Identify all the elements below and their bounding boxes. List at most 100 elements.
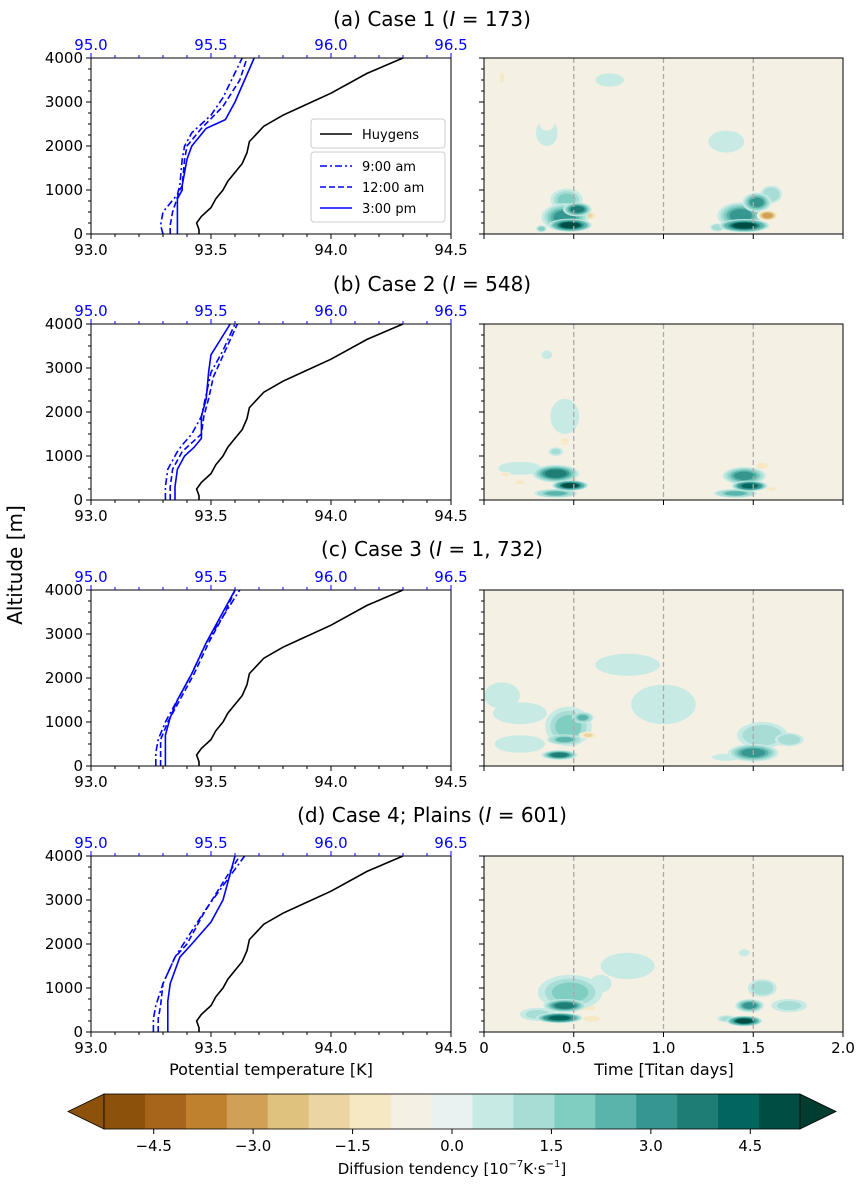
model-profile-line (159, 57, 243, 235)
tendency-contour (756, 462, 769, 469)
y-tick-label: 0 (73, 225, 83, 243)
bottom-x-tick-label: 94.0 (314, 507, 347, 525)
y-tick-label: 1000 (45, 713, 83, 731)
tendency-contour (736, 1018, 752, 1024)
panel-title-suffix: = 173) (455, 7, 530, 31)
tendency-contour (595, 73, 625, 87)
top-x-tick-label: 96.5 (434, 834, 467, 852)
tendency-plot: 0 0.5 1.0 1.5 2.0 (479, 855, 855, 1057)
panel-title: (c) Case 3 (I = 1, 732) (321, 537, 543, 561)
bottom-axis-labels: Potential temperature [K] Time [Titan da… (169, 1060, 734, 1079)
bottom-x-tick-label: 93.5 (194, 507, 227, 525)
y-tick-label: 3000 (45, 359, 83, 377)
top-x-tick-label: 96.5 (434, 36, 467, 54)
tendency-contour (561, 222, 580, 228)
tendency-contours (519, 949, 808, 1027)
tendency-contour (781, 735, 798, 744)
profile-plot-area (91, 590, 451, 766)
top-x-tick-label: 96.5 (434, 568, 467, 586)
bottom-x-tick-label: 94.0 (314, 241, 347, 259)
tendency-contour (505, 463, 535, 473)
top-x-tick-label: 96.0 (314, 302, 347, 320)
colorbar-segment (267, 1094, 310, 1129)
tendency-contour (742, 1002, 757, 1009)
bottom-x-tick-label: 93.5 (194, 241, 227, 259)
tendency-contour (557, 193, 576, 206)
y-tick-label: 1000 (45, 447, 83, 465)
time-tick-label: 1.5 (741, 1039, 765, 1057)
tendency-contour (741, 483, 758, 489)
colorbar-label: Diffusion tendency [10−7K·s−1] (338, 1159, 566, 1178)
tendency-contour (551, 982, 589, 1003)
bottom-x-tick-label: 93.0 (74, 241, 107, 259)
profile-plot-area (91, 324, 451, 500)
colorbar-tick-label: 4.5 (738, 1137, 762, 1155)
colorbar-segment (185, 1094, 228, 1129)
colorbar-segment (104, 1094, 146, 1129)
tendency-contour (545, 491, 567, 496)
y-tick-label: 0 (73, 491, 83, 509)
tendency-contour (733, 222, 755, 229)
y-tick-label: 1000 (45, 181, 83, 199)
huygens-profile-line (195, 855, 404, 1032)
top-x-tick-label: 96.0 (314, 834, 347, 852)
model-profile-line (164, 589, 236, 766)
colorbar-segment (759, 1094, 801, 1129)
colorbar: −4.5 −3.0 −1.5 0.0 1.5 3.0 4.5 Diffusion tenden… (67, 1093, 837, 1178)
profile-plot: 0 1000 2000 3000 4000 93.0 93.5 94.0 94.5 95.0 95.… (45, 568, 468, 791)
tendency-contour (733, 471, 755, 481)
huygens-profile-line (195, 57, 404, 234)
tendency-contour (515, 480, 525, 485)
legend-label: Huygens (362, 128, 419, 143)
model-profile-line (164, 323, 236, 500)
colorbar-segment (472, 1094, 514, 1129)
left-x-axis-label: Potential temperature [K] (169, 1060, 373, 1079)
tendency-plot (479, 323, 844, 505)
tendency-contour (550, 448, 561, 455)
legend-label: 12:00 am (362, 181, 424, 196)
y-tick-label: 4000 (45, 49, 83, 67)
panel-title-var: I (486, 803, 492, 827)
y-tick-label: 4000 (45, 581, 83, 599)
colorbar-segment (554, 1094, 596, 1129)
y-tick-label: 2000 (45, 669, 83, 687)
top-x-tick-label: 95.0 (74, 302, 107, 320)
top-x-tick-label: 96.5 (434, 302, 467, 320)
colorbar-tick-label: 3.0 (639, 1137, 663, 1155)
y-tick-label: 3000 (45, 93, 83, 111)
y-axis-label: Altitude [m] (3, 505, 27, 625)
y-tick-label: 2000 (45, 935, 83, 953)
model-profile-line (174, 323, 231, 500)
bottom-x-tick-label: 94.0 (314, 773, 347, 791)
y-tick-label: 2000 (45, 403, 83, 421)
tendency-contour (539, 117, 555, 131)
colorbar-extend-high (799, 1093, 837, 1130)
tendency-contour (740, 950, 748, 956)
tendency-contour (747, 727, 777, 743)
colorbar-segment (349, 1094, 392, 1129)
tendency-contour (549, 1015, 570, 1021)
model-profile-line (169, 57, 248, 234)
tendency-contour (577, 714, 588, 721)
tendency-contour (538, 226, 545, 231)
y-tick-label: 0 (73, 757, 83, 775)
colorbar-tick-label: 0.0 (440, 1137, 464, 1155)
top-x-tick-label: 95.0 (74, 36, 107, 54)
panel-title-var: I (450, 7, 456, 31)
profile-plot-area (91, 856, 451, 1032)
profile-plot: 0 1000 2000 3000 4000 93.0 93.5 94.0 94.5 95.0 95.… (45, 834, 468, 1057)
y-tick-label: 1000 (45, 979, 83, 997)
top-x-tick-label: 95.5 (194, 36, 227, 54)
panel-title-prefix: (d) Case 4; Plains ( (297, 803, 485, 827)
y-tick-label: 4000 (45, 847, 83, 865)
tendency-contour (543, 351, 551, 358)
bottom-x-tick-label: 93.0 (74, 507, 107, 525)
bottom-x-tick-label: 94.5 (434, 241, 467, 259)
tendency-contour (595, 653, 660, 676)
colorbar-segment (718, 1094, 760, 1129)
tendency-contour (777, 1001, 802, 1011)
model-profile-line (159, 589, 236, 766)
tendency-contour (600, 952, 655, 980)
huygens-profile-line (195, 589, 404, 766)
